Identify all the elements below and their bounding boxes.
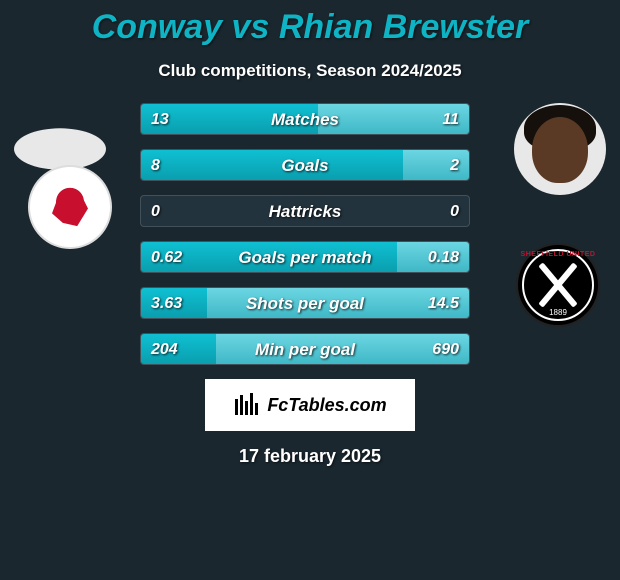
stat-row: 82Goals <box>140 149 470 181</box>
stat-fill-right <box>397 242 469 272</box>
site-logo-icon <box>233 391 261 419</box>
site-logo: FcTables.com <box>205 379 415 431</box>
stat-fill-left <box>141 242 397 272</box>
stat-row: 0 0Hattricks <box>140 195 470 227</box>
badge-year: 1889 <box>518 308 598 317</box>
stat-fill-right <box>216 334 469 364</box>
club-badge-left <box>28 165 112 249</box>
stat-value-right: 0 <box>440 196 469 226</box>
footer-date: 17 february 2025 <box>0 446 620 467</box>
stat-fill-left <box>141 150 403 180</box>
stat-row: 0.620.18Goals per match <box>140 241 470 273</box>
stat-fill-left <box>141 104 318 134</box>
stat-bars: 1311Matches 82Goals 0 0Hattricks 0.620.18Goa… <box>140 103 470 379</box>
stat-fill-right <box>207 288 469 318</box>
site-logo-text: FcTables.com <box>267 395 386 416</box>
stat-value-left: 0 <box>141 196 170 226</box>
stat-row: 204690Min per goal <box>140 333 470 365</box>
stat-fill-right <box>403 150 469 180</box>
page-subtitle: Club competitions, Season 2024/2025 <box>0 61 620 81</box>
stat-fill-left <box>141 334 216 364</box>
swords-icon <box>528 255 588 315</box>
player-right-photo <box>514 103 606 195</box>
comparison-grid: SHEFFIELD UNITED 1889 1311Matches 82Goals… <box>0 81 620 561</box>
player-face <box>532 117 588 183</box>
stat-label: Hattricks <box>141 196 469 226</box>
player-left-photo <box>14 128 106 169</box>
page-title: Conway vs Rhian Brewster <box>0 0 620 47</box>
club-badge-right: SHEFFIELD UNITED 1889 <box>516 243 600 327</box>
lion-icon <box>48 184 92 228</box>
stat-row: 1311Matches <box>140 103 470 135</box>
stat-fill-right <box>318 104 469 134</box>
stat-fill-left <box>141 288 207 318</box>
stat-row: 3.6314.5Shots per goal <box>140 287 470 319</box>
